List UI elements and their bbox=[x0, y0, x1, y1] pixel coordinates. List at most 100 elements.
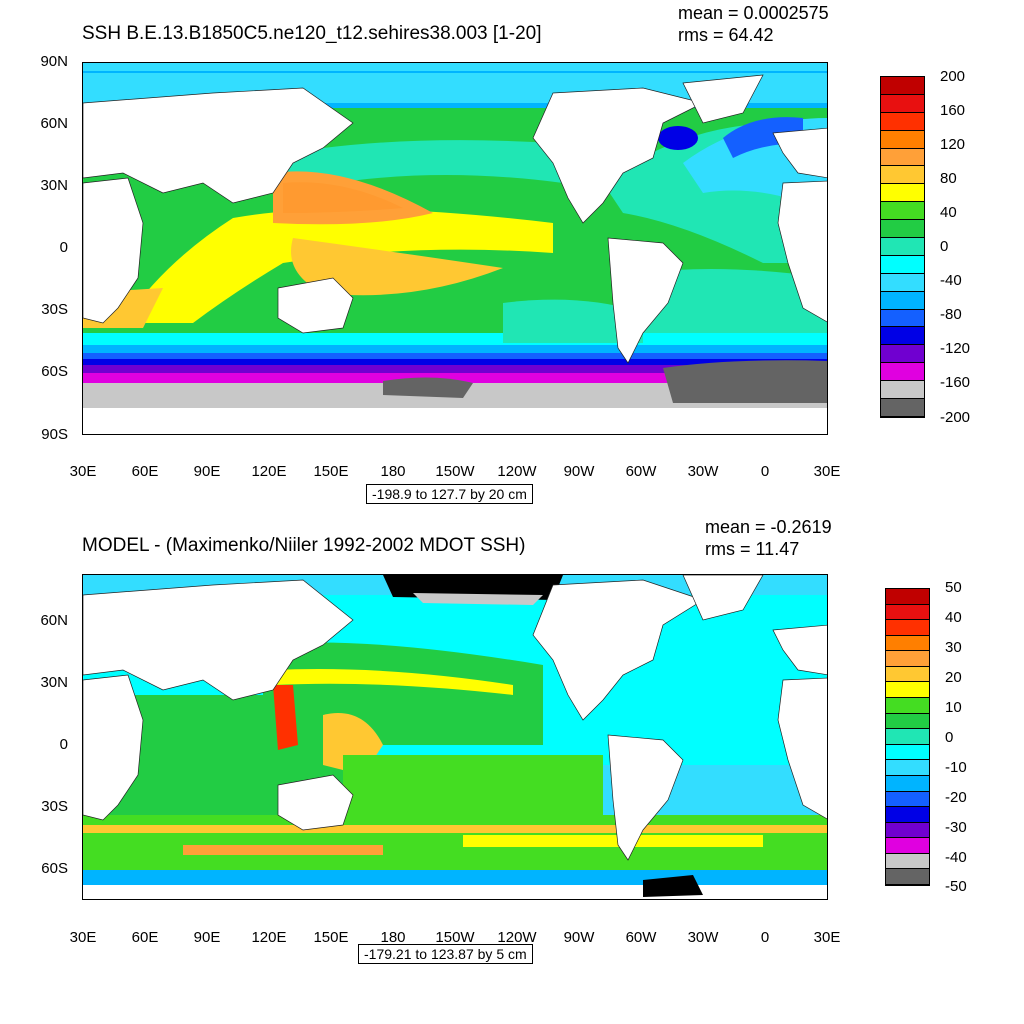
panel2-lon-tick: 150E bbox=[313, 929, 349, 946]
panel1-colorbar bbox=[880, 76, 925, 418]
panel1-lon-tick: 150W bbox=[435, 463, 475, 480]
panel1-map bbox=[82, 62, 828, 435]
colorbar-swatch bbox=[886, 807, 929, 823]
colorbar-swatch bbox=[886, 682, 929, 699]
colorbar-swatch bbox=[886, 822, 929, 839]
colorbar-swatch bbox=[881, 238, 924, 256]
panel2-colorbar-label: 20 bbox=[945, 669, 962, 686]
colorbar-swatch bbox=[886, 666, 929, 683]
panel1-colorbar-label: 0 bbox=[940, 238, 949, 255]
colorbar-swatch bbox=[881, 273, 924, 292]
colorbar-swatch bbox=[881, 130, 924, 149]
colorbar-swatch bbox=[886, 853, 929, 870]
panel1-lat-tick: 90S bbox=[41, 426, 68, 443]
panel2-colorbar-label: -50 bbox=[945, 878, 967, 895]
panel2-lon-tick: 150W bbox=[435, 929, 475, 946]
panel2-colorbar-label: -10 bbox=[945, 759, 967, 776]
panel1-lon-tick: 90W bbox=[563, 463, 595, 480]
panel1-colorbar-label: 40 bbox=[940, 204, 957, 221]
colorbar-swatch bbox=[886, 729, 929, 745]
panel2-range-label: -179.21 to 123.87 by 5 cm bbox=[358, 944, 533, 964]
panel2-lon-tick: 90W bbox=[563, 929, 595, 946]
panel2-colorbar-label: 50 bbox=[945, 579, 962, 596]
colorbar-swatch bbox=[881, 220, 924, 239]
panel2-lon-tick: 60W bbox=[625, 929, 657, 946]
colorbar-swatch bbox=[886, 651, 929, 667]
panel2-lon-tick: 90E bbox=[193, 929, 221, 946]
panel2-lon-tick: 30E bbox=[813, 929, 841, 946]
colorbar-swatch bbox=[886, 775, 929, 792]
panel1-colorbar-label: -120 bbox=[940, 340, 971, 357]
panel2-lon-tick: 180 bbox=[380, 929, 406, 946]
colorbar-swatch bbox=[886, 604, 929, 621]
colorbar-swatch bbox=[886, 760, 929, 776]
panel1-title: SSH B.E.13.B1850C5.ne120_t12.sehires38.0… bbox=[82, 23, 542, 44]
panel2-lat-tick: 30S bbox=[41, 798, 68, 815]
panel2-colorbar-label: 0 bbox=[945, 729, 954, 746]
panel2-lon-tick: 0 bbox=[760, 929, 770, 946]
colorbar-swatch bbox=[886, 698, 929, 714]
panel1-lon-tick: 90E bbox=[193, 463, 221, 480]
colorbar-swatch bbox=[881, 399, 924, 417]
panel1-lon-tick: 0 bbox=[760, 463, 770, 480]
panel2-lon-tick: 120W bbox=[497, 929, 537, 946]
panel1-lat-tick: 30N bbox=[40, 177, 68, 194]
colorbar-swatch bbox=[881, 363, 924, 382]
panel2-colorbar-label: 30 bbox=[945, 639, 962, 656]
colorbar-swatch bbox=[886, 869, 929, 885]
panel2-lon-tick: 30E bbox=[69, 929, 97, 946]
panel2-colorbar-label: -30 bbox=[945, 819, 967, 836]
panel1-colorbar-label: -160 bbox=[940, 374, 971, 391]
panel1-lon-tick: 60W bbox=[625, 463, 657, 480]
colorbar-swatch bbox=[881, 381, 924, 400]
panel2-lon-tick: 30W bbox=[687, 929, 719, 946]
colorbar-swatch bbox=[886, 838, 929, 854]
colorbar-swatch bbox=[886, 620, 929, 636]
panel1-colorbar-label: 160 bbox=[940, 102, 966, 119]
panel1-lon-tick: 180 bbox=[380, 463, 406, 480]
panel1-lat-tick: 60S bbox=[41, 363, 68, 380]
panel2-colorbar-label: 40 bbox=[945, 609, 962, 626]
panel1-lon-tick: 30W bbox=[687, 463, 719, 480]
colorbar-swatch bbox=[886, 589, 929, 605]
panel1-colorbar-label: 80 bbox=[940, 170, 957, 187]
colorbar-swatch bbox=[886, 713, 929, 730]
panel2-colorbar-label: -40 bbox=[945, 849, 967, 866]
panel2-rms: rms = 11.47 bbox=[705, 539, 800, 559]
colorbar-swatch bbox=[881, 255, 924, 274]
panel1-lat-tick: 90N bbox=[40, 53, 68, 70]
panel1-colorbar-label: 120 bbox=[940, 136, 966, 153]
panel2-map bbox=[82, 574, 828, 900]
panel2-mean: mean = -0.2619 bbox=[705, 517, 832, 537]
panel2-colorbar-label: -20 bbox=[945, 789, 967, 806]
panel1-lat-tick: 60N bbox=[40, 115, 68, 132]
panel2-lat-tick: 30N bbox=[40, 674, 68, 691]
colorbar-swatch bbox=[881, 345, 924, 364]
colorbar-swatch bbox=[881, 309, 924, 328]
panel1-lon-tick: 30E bbox=[69, 463, 97, 480]
panel1-ssh-field bbox=[83, 63, 827, 434]
colorbar-swatch bbox=[881, 148, 924, 167]
panel2-lat-tick: 60S bbox=[41, 860, 68, 877]
panel2-lat-tick: 0 bbox=[59, 736, 68, 753]
panel2-colorbar-label: 10 bbox=[945, 699, 962, 716]
panel1-lat-tick: 0 bbox=[59, 239, 68, 256]
panel1-range-label: -198.9 to 127.7 by 20 cm bbox=[366, 484, 533, 504]
colorbar-swatch bbox=[881, 184, 924, 203]
panel2-lat-tick: 60N bbox=[40, 612, 68, 629]
panel1-rms: rms = 64.42 bbox=[678, 25, 774, 45]
panel1-colorbar-label: -40 bbox=[940, 272, 962, 289]
panel1-colorbar-label: -80 bbox=[940, 306, 962, 323]
colorbar-swatch bbox=[881, 327, 924, 346]
panel1-mean: mean = 0.0002575 bbox=[678, 3, 829, 23]
panel2-ssh-difference-field bbox=[83, 575, 827, 899]
panel2-title: MODEL - (Maximenko/Niiler 1992-2002 MDOT… bbox=[82, 535, 526, 556]
panel1-colorbar-label: -200 bbox=[940, 409, 971, 426]
colorbar-swatch bbox=[881, 77, 924, 95]
panel1-lon-tick: 120E bbox=[251, 463, 287, 480]
colorbar-swatch bbox=[886, 635, 929, 652]
colorbar-swatch bbox=[881, 202, 924, 221]
colorbar-swatch bbox=[881, 166, 924, 185]
panel2-colorbar bbox=[885, 588, 930, 886]
panel1-colorbar-label: 200 bbox=[940, 68, 966, 85]
